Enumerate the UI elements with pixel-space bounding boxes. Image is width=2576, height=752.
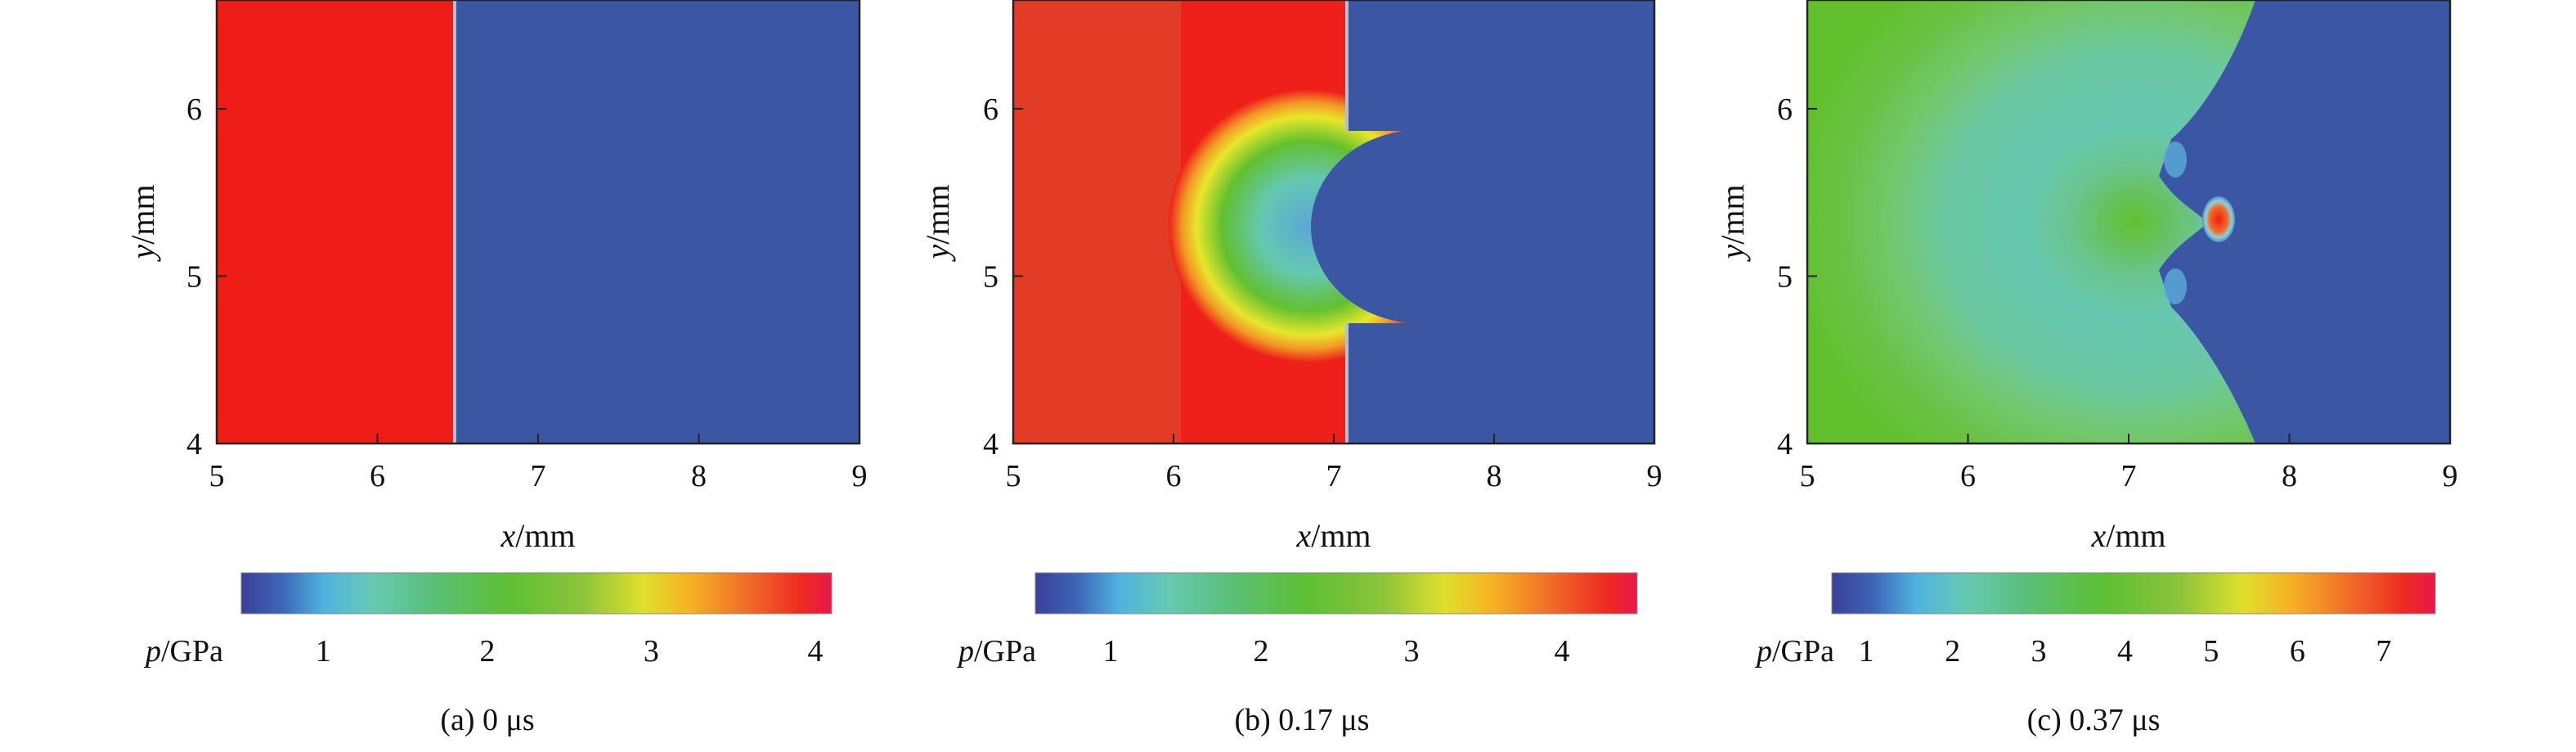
high-pressure-region-a bbox=[217, 0, 454, 444]
left-driver-region-b bbox=[1013, 0, 1181, 444]
y-tick-label: 6 bbox=[983, 92, 999, 127]
caption-a: (a) 0 μs bbox=[440, 703, 534, 737]
plot-area-c bbox=[1807, 0, 2450, 444]
x-tick-label: 5 bbox=[209, 459, 225, 493]
colorbar-tick-label: 1 bbox=[1859, 634, 1874, 669]
x-ticks-b: 5 6 7 8 9 bbox=[1006, 434, 1663, 493]
colorbar-tick-label: 4 bbox=[2117, 634, 2133, 669]
y-tick-label: 6 bbox=[186, 92, 202, 127]
ambient-patch-low-b bbox=[1349, 323, 1654, 444]
colorbar-c bbox=[1831, 572, 2436, 615]
x-tick-label: 6 bbox=[1960, 459, 1976, 493]
colorbar-a bbox=[240, 572, 832, 615]
colorbar-ticks-b: 1 2 3 4 bbox=[1103, 634, 1570, 669]
colorbar-tick-label: 5 bbox=[2203, 634, 2219, 669]
caption-b: (b) 0.17 μs bbox=[1235, 703, 1370, 737]
colorbar-tick-label: 4 bbox=[1555, 634, 1570, 669]
colorbar-label-b: p/GPa bbox=[956, 634, 1036, 669]
y-ticks-a: 4 5 6 bbox=[186, 92, 227, 462]
colorbar-tick-label: 3 bbox=[1404, 634, 1420, 669]
colorbar-tick-label: 2 bbox=[1254, 634, 1269, 669]
colorbar-tick-label: 7 bbox=[2376, 634, 2391, 669]
x-tick-label: 7 bbox=[1326, 459, 1342, 493]
low-pressure-lobe-upper-c bbox=[2164, 142, 2187, 178]
cavity-b bbox=[1311, 130, 1527, 323]
ambient-region-a bbox=[454, 0, 859, 444]
colorbar-tick-label: 4 bbox=[807, 634, 823, 669]
x-tick-label: 7 bbox=[531, 459, 546, 493]
x-tick-label: 8 bbox=[2282, 459, 2297, 493]
caption-c: (c) 0.37 μs bbox=[2027, 703, 2161, 737]
x-tick-label: 8 bbox=[691, 459, 707, 493]
y-tick-label: 4 bbox=[983, 427, 999, 462]
plot-area-b bbox=[1013, 0, 1654, 444]
x-axis-label-c: x/mm bbox=[2090, 517, 2165, 554]
x-tick-label: 8 bbox=[1487, 459, 1502, 493]
low-pressure-lobe-lower-c bbox=[2164, 268, 2187, 304]
x-ticks-c: 5 6 7 8 9 bbox=[1800, 434, 2458, 493]
colorbar-label-c: p/GPa bbox=[1754, 634, 1834, 669]
colorbar-ticks-a: 1 2 3 4 bbox=[316, 634, 824, 669]
y-tick-label: 4 bbox=[1777, 427, 1793, 462]
hot-spot-c bbox=[2202, 196, 2235, 242]
y-axis-label-a: y/mm bbox=[124, 184, 161, 262]
y-axis-label-c: y/mm bbox=[1714, 184, 1751, 262]
colorbar-tick-label: 3 bbox=[2031, 634, 2047, 669]
y-tick-label: 5 bbox=[983, 259, 999, 294]
y-tick-label: 5 bbox=[1777, 259, 1793, 294]
x-ticks-a: 5 6 7 8 9 bbox=[209, 434, 868, 493]
x-tick-label: 9 bbox=[852, 459, 868, 493]
x-tick-label: 6 bbox=[370, 459, 385, 493]
x-tick-label: 5 bbox=[1800, 459, 1815, 493]
colorbar-ticks-c: 1 2 3 4 5 6 7 bbox=[1859, 634, 2392, 669]
x-tick-label: 7 bbox=[2121, 459, 2137, 493]
colorbar-tick-label: 2 bbox=[1945, 634, 1960, 669]
x-tick-label: 5 bbox=[1006, 459, 1021, 493]
x-tick-label: 9 bbox=[2443, 459, 2458, 493]
x-tick-label: 9 bbox=[1647, 459, 1663, 493]
colorbar-tick-label: 2 bbox=[479, 634, 495, 669]
plot-area-a bbox=[217, 0, 859, 444]
colorbar-label-a: p/GPa bbox=[143, 634, 223, 669]
y-tick-label: 5 bbox=[186, 259, 202, 294]
ambient-patch-b bbox=[1349, 0, 1654, 131]
colorbar-tick-label: 1 bbox=[1103, 634, 1119, 669]
x-axis-label-a: x/mm bbox=[500, 517, 575, 554]
colorbar-b bbox=[1034, 572, 1638, 615]
ambient-region-c bbox=[2159, 0, 2450, 444]
colorbar-tick-label: 1 bbox=[316, 634, 331, 669]
x-axis-label-b: x/mm bbox=[1295, 517, 1371, 554]
y-tick-label: 4 bbox=[186, 427, 202, 462]
y-axis-label-b: y/mm bbox=[919, 184, 956, 262]
colorbar-tick-label: 3 bbox=[644, 634, 659, 669]
y-ticks-b: 4 5 6 bbox=[983, 92, 1023, 462]
colorbar-tick-label: 6 bbox=[2290, 634, 2305, 669]
y-tick-label: 6 bbox=[1777, 92, 1793, 127]
y-ticks-c: 4 5 6 bbox=[1777, 92, 1817, 462]
x-tick-label: 6 bbox=[1166, 459, 1182, 493]
